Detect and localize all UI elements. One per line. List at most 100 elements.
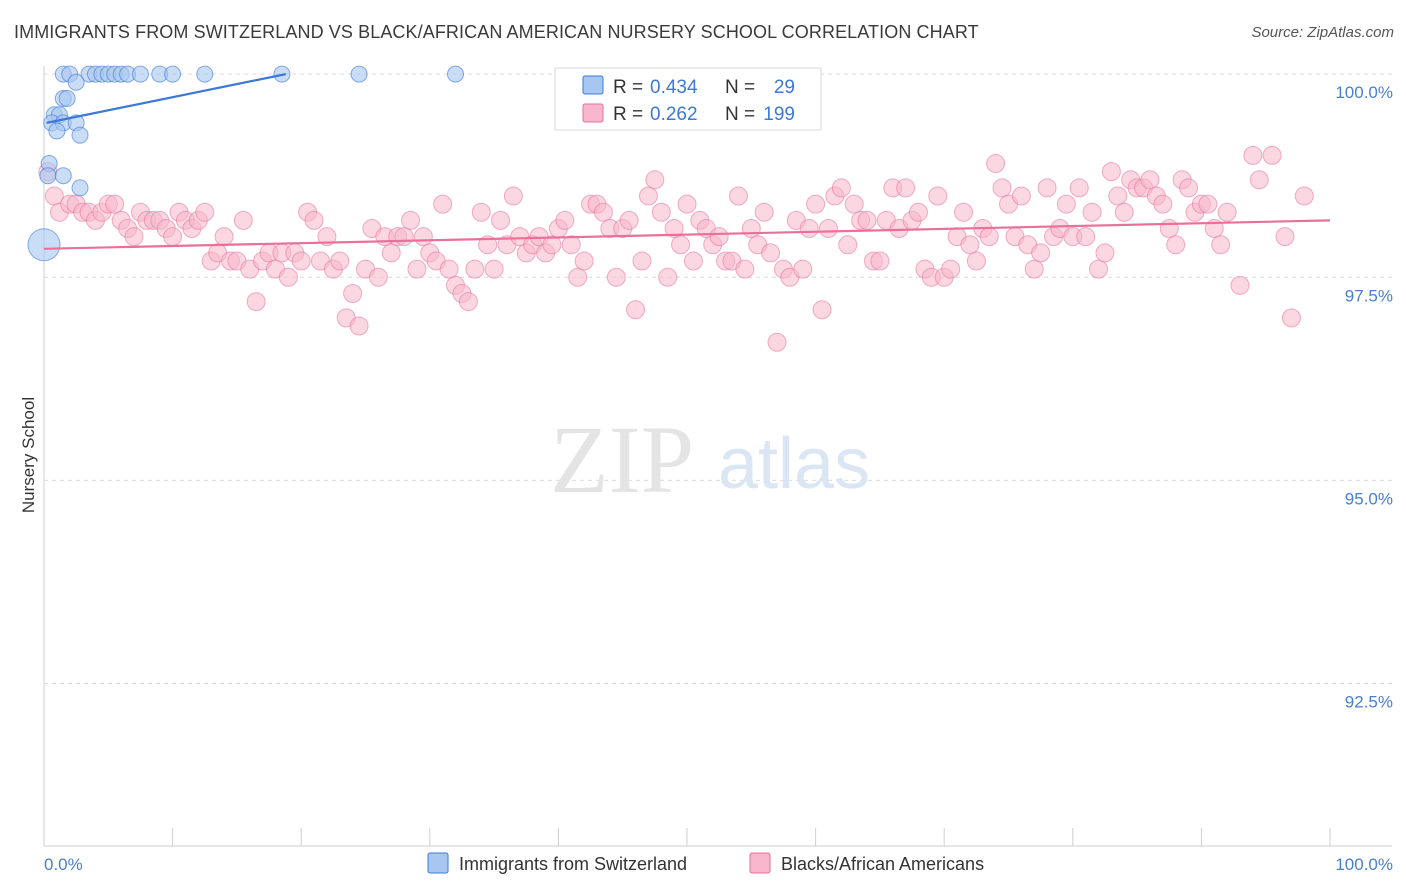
data-point-blacks bbox=[1031, 243, 1051, 263]
bottom-legend-label-blacks: Blacks/African Americans bbox=[781, 854, 984, 874]
data-point-blacks bbox=[394, 227, 414, 247]
series-legend: Immigrants from Switzerland Blacks/Afric… bbox=[427, 852, 984, 874]
data-point-blacks bbox=[555, 210, 575, 230]
trend-line-blacks bbox=[43, 219, 1331, 250]
data-point-blacks bbox=[1024, 259, 1044, 279]
data-point-blacks bbox=[908, 202, 928, 222]
data-point-blacks bbox=[767, 332, 787, 352]
data-point-blacks bbox=[1166, 235, 1186, 255]
data-point-blacks bbox=[857, 210, 877, 230]
data-point-blacks bbox=[1211, 235, 1231, 255]
bottom-legend-swatch-blacks bbox=[749, 852, 771, 874]
x-tick-labels: 0.0% 100.0% bbox=[44, 855, 1393, 874]
data-point-blacks bbox=[1294, 186, 1314, 206]
data-point-blacks bbox=[304, 210, 324, 230]
legend-swatch-blacks bbox=[582, 103, 604, 123]
data-point-swiss bbox=[54, 167, 72, 185]
data-point-blacks bbox=[1011, 186, 1031, 206]
source-credit: Source: ZipAtlas.com bbox=[1251, 24, 1394, 41]
legend-r-label: R = bbox=[613, 77, 643, 98]
y-axis-label: Nursery School bbox=[19, 397, 38, 513]
data-point-swiss bbox=[71, 126, 89, 144]
watermark-atlas: atlas bbox=[718, 424, 870, 504]
data-point-blacks bbox=[433, 194, 453, 214]
data-point-blacks bbox=[1198, 194, 1218, 214]
data-point-blacks bbox=[542, 235, 562, 255]
data-point-blacks bbox=[651, 202, 671, 222]
data-point-blacks bbox=[806, 194, 826, 214]
axes bbox=[43, 66, 1392, 847]
y-tick-label: 95.0% bbox=[1345, 489, 1393, 508]
data-point-blacks bbox=[709, 227, 729, 247]
data-point-blacks bbox=[574, 251, 594, 271]
data-point-blacks bbox=[1243, 145, 1263, 165]
data-point-blacks bbox=[1076, 227, 1096, 247]
legend-n-label: N = bbox=[725, 77, 755, 98]
data-point-blacks bbox=[799, 219, 819, 238]
data-point-blacks bbox=[1262, 145, 1282, 165]
data-point-blacks bbox=[626, 300, 646, 320]
data-point-blacks bbox=[953, 202, 973, 222]
data-point-blacks bbox=[1101, 162, 1121, 182]
data-point-blacks bbox=[844, 194, 864, 214]
legend-n-value: 199 bbox=[763, 104, 795, 125]
data-point-blacks bbox=[1159, 219, 1179, 238]
bottom-legend-label-swiss: Immigrants from Switzerland bbox=[459, 854, 687, 874]
data-point-blacks bbox=[1153, 194, 1173, 214]
data-point-blacks bbox=[465, 259, 485, 279]
data-point-blacks bbox=[1230, 275, 1250, 295]
data-point-blacks bbox=[503, 186, 523, 206]
data-point-blacks bbox=[381, 243, 401, 263]
y-tick-label: 100.0% bbox=[1335, 83, 1393, 102]
data-point-blacks bbox=[343, 284, 363, 303]
watermark: ZIP atlas bbox=[550, 406, 870, 513]
y-tick-label: 92.5% bbox=[1345, 693, 1393, 712]
data-point-blacks bbox=[349, 316, 369, 336]
data-point-blacks bbox=[214, 227, 234, 247]
bottom-legend-swatch-swiss bbox=[427, 852, 449, 874]
data-point-blacks bbox=[317, 227, 337, 247]
data-point-blacks bbox=[491, 210, 511, 230]
data-point-blacks bbox=[896, 178, 916, 198]
data-point-blacks bbox=[870, 251, 890, 271]
data-point-blacks bbox=[741, 219, 761, 238]
data-point-blacks bbox=[1179, 178, 1199, 198]
data-point-blacks bbox=[413, 227, 433, 247]
data-point-swiss bbox=[196, 65, 214, 83]
data-point-blacks bbox=[1217, 202, 1237, 222]
data-point-blacks bbox=[831, 178, 851, 198]
data-point-blacks bbox=[728, 186, 748, 206]
y-tick-labels: 92.5% 95.0% 97.5% 100.0% bbox=[1335, 83, 1393, 711]
data-point-blacks bbox=[677, 194, 697, 214]
chart-title: IMMIGRANTS FROM SWITZERLAND VS BLACK/AFR… bbox=[14, 22, 979, 42]
data-point-blacks bbox=[754, 202, 774, 222]
legend-r-label: R = bbox=[613, 104, 643, 125]
data-point-blacks bbox=[330, 251, 350, 271]
legend-n-value: 29 bbox=[774, 77, 795, 98]
data-point-blacks bbox=[593, 202, 613, 222]
data-point-blacks bbox=[1082, 202, 1102, 222]
data-point-blacks bbox=[246, 292, 266, 312]
data-point-blacks bbox=[683, 251, 703, 271]
x-tick-label: 100.0% bbox=[1335, 855, 1393, 874]
data-point-blacks bbox=[986, 154, 1006, 173]
data-point-blacks bbox=[1108, 186, 1128, 206]
data-point-swiss bbox=[164, 65, 182, 83]
data-point-swiss bbox=[447, 65, 465, 83]
data-point-swiss bbox=[39, 167, 57, 185]
trend-lines bbox=[43, 73, 1331, 250]
data-point-swiss bbox=[131, 65, 149, 83]
data-point-swiss bbox=[350, 65, 368, 83]
data-point-blacks bbox=[1275, 227, 1295, 247]
data-point-blacks bbox=[818, 219, 838, 238]
data-point-blacks bbox=[966, 251, 986, 271]
data-point-blacks bbox=[979, 227, 999, 247]
data-point-swiss bbox=[58, 90, 76, 107]
data-point-blacks bbox=[793, 259, 813, 279]
data-point-blacks bbox=[1114, 202, 1134, 222]
data-point-blacks bbox=[1069, 178, 1089, 198]
data-point-blacks bbox=[1249, 170, 1269, 190]
data-point-blacks bbox=[568, 267, 588, 287]
data-point-blacks bbox=[645, 170, 665, 190]
